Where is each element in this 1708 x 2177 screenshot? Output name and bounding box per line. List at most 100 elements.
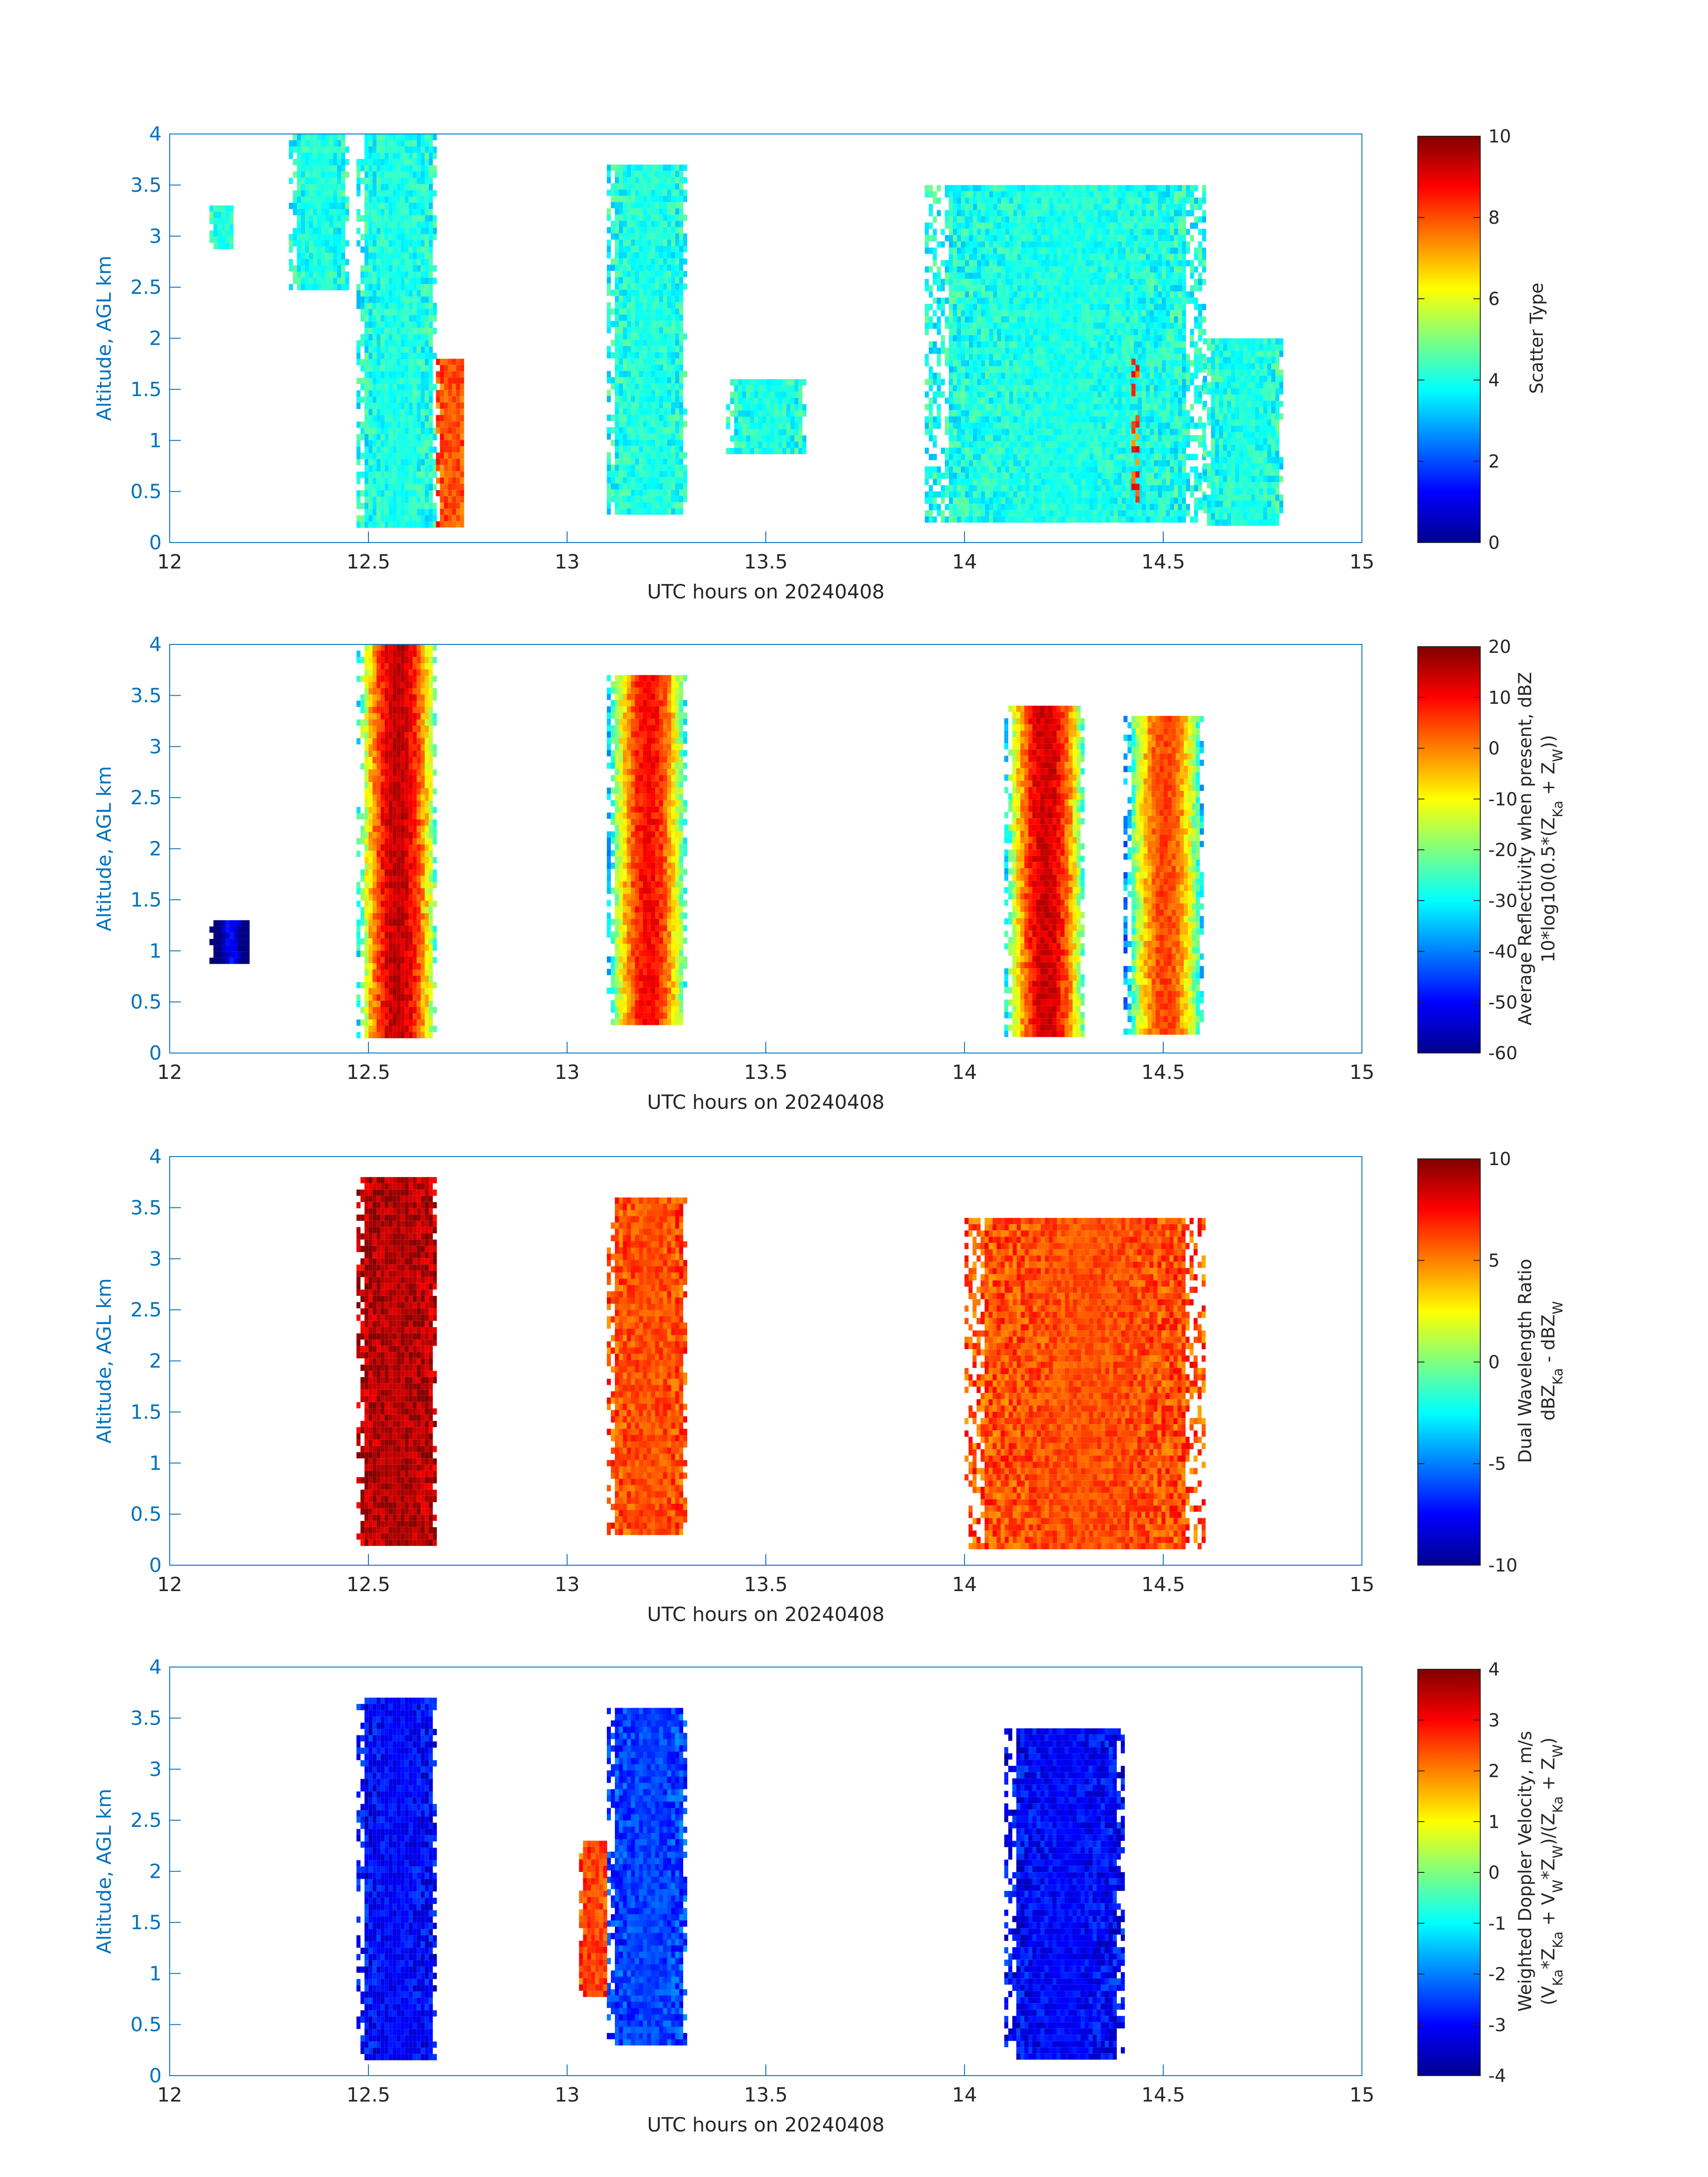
heatmap-cell <box>376 490 381 497</box>
heatmap-cell <box>429 447 433 453</box>
heatmap-cell <box>388 221 393 228</box>
heatmap-cell <box>667 302 671 309</box>
heatmap-cell <box>945 397 949 404</box>
heatmap-cell <box>651 446 655 452</box>
heatmap-cell <box>961 435 965 442</box>
heatmap-cell <box>615 352 619 359</box>
heatmap-cell <box>770 448 774 454</box>
heatmap-cell <box>742 448 746 454</box>
heatmap-cell <box>1077 429 1082 435</box>
heatmap-cell <box>341 165 345 171</box>
heatmap-cell <box>774 429 778 435</box>
heatmap-cell <box>1005 254 1009 260</box>
heatmap-cell <box>1061 491 1065 498</box>
heatmap-cell <box>627 189 631 196</box>
heatmap-cell <box>997 516 1001 523</box>
heatmap-cell <box>380 378 385 384</box>
heatmap-cell <box>679 458 683 465</box>
heatmap-cell <box>977 347 981 354</box>
heatmap-cell <box>436 390 440 397</box>
heatmap-cell <box>380 234 385 240</box>
heatmap-cell <box>337 140 341 146</box>
heatmap-cell <box>405 490 409 497</box>
heatmap-cell <box>409 453 413 459</box>
heatmap-cell <box>953 410 957 417</box>
heatmap-cell <box>973 241 977 248</box>
heatmap-cell <box>782 398 786 404</box>
heatmap-cell <box>651 364 655 371</box>
heatmap-cell <box>949 322 953 329</box>
heatmap-cell <box>973 272 977 279</box>
heatmap-cell <box>1001 385 1005 392</box>
heatmap-cell <box>997 310 1001 317</box>
heatmap-cell <box>929 416 933 423</box>
heatmap-cell <box>1082 304 1086 310</box>
heatmap-cell <box>1009 397 1013 404</box>
heatmap-cell <box>433 165 437 171</box>
heatmap-cell <box>635 246 639 252</box>
heatmap-cell <box>452 377 456 384</box>
heatmap-cell <box>627 327 631 334</box>
heatmap-cell <box>1025 447 1029 454</box>
heatmap-cell <box>790 379 794 385</box>
heatmap-cell <box>985 435 989 442</box>
heatmap-cell <box>1077 397 1082 404</box>
heatmap-cell <box>1025 472 1029 479</box>
heatmap-cell <box>965 485 969 492</box>
heatmap-cell <box>619 396 623 402</box>
heatmap-cell <box>949 210 953 217</box>
heatmap-cell <box>1069 316 1073 323</box>
heatmap-cell <box>1045 454 1049 460</box>
heatmap-cell <box>305 140 309 146</box>
heatmap-cell <box>750 379 754 385</box>
heatmap-cell <box>663 321 667 327</box>
heatmap-cell <box>635 464 639 471</box>
heatmap-cell <box>671 164 675 171</box>
heatmap-cell <box>738 404 742 410</box>
heatmap-cell <box>372 459 377 465</box>
heatmap-cell <box>671 202 675 209</box>
heatmap-cell <box>651 283 655 290</box>
heatmap-cell <box>460 427 464 434</box>
heatmap-cell <box>364 153 369 159</box>
heatmap-cell <box>1001 441 1005 448</box>
heatmap-cell <box>317 209 321 215</box>
heatmap-cell <box>1001 360 1005 367</box>
heatmap-cell <box>929 497 933 504</box>
heatmap-cell <box>619 296 623 302</box>
heatmap-cell <box>957 391 961 398</box>
heatmap-cell <box>989 372 993 379</box>
heatmap-cell <box>409 178 413 184</box>
heatmap-cell <box>1049 497 1053 504</box>
heatmap-cell <box>985 266 989 273</box>
heatmap-cell <box>1041 335 1045 342</box>
heatmap-cell <box>985 354 989 360</box>
heatmap-cell <box>961 235 965 242</box>
heatmap-cell <box>1045 441 1049 448</box>
heatmap-cell <box>1005 241 1009 248</box>
heatmap-cell <box>1001 429 1005 435</box>
heatmap-cell <box>1017 341 1021 348</box>
heatmap-cell <box>667 314 671 321</box>
heatmap-cell <box>957 191 961 198</box>
heatmap-cell <box>647 189 651 196</box>
heatmap-cell <box>1057 241 1061 248</box>
heatmap-cell <box>734 410 738 417</box>
heatmap-cell <box>615 239 619 246</box>
heatmap-cell <box>627 258 631 265</box>
heatmap-cell <box>647 389 651 396</box>
heatmap-cell <box>1065 516 1069 523</box>
heatmap-cell <box>989 204 993 210</box>
heatmap-cell <box>1082 360 1086 367</box>
heatmap-cell <box>325 203 329 209</box>
heatmap-cell <box>1017 310 1021 317</box>
heatmap-cell <box>762 404 766 410</box>
heatmap-cell <box>305 196 309 203</box>
heatmap-cell <box>1021 197 1025 204</box>
heatmap-cell <box>607 377 611 384</box>
heatmap-cell <box>460 446 464 453</box>
heatmap-cell <box>635 377 639 384</box>
heatmap-cell <box>925 229 929 235</box>
heatmap-cell <box>627 477 631 484</box>
